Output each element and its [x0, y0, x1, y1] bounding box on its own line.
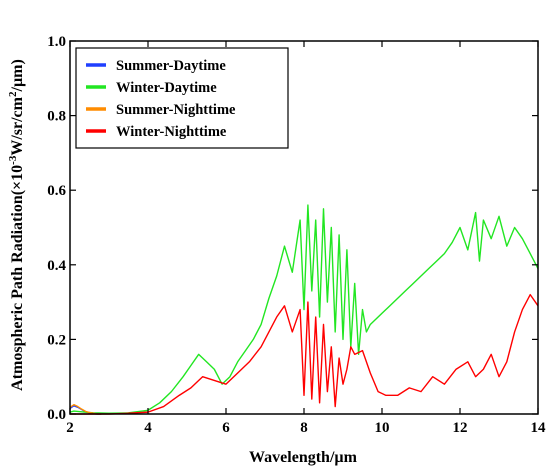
y-tick-label: 1.0 — [47, 34, 66, 50]
y-tick-label: 0.8 — [47, 109, 66, 125]
y-axis-label: Atmospheric Path Radiation(×10-3W/sr/cm2… — [7, 59, 26, 391]
y-axis-label-mid: W/sr/cm — [9, 96, 26, 155]
y-axis-label-sup2: 2 — [7, 91, 19, 97]
y-tick-label: 0.4 — [47, 258, 66, 274]
series-group — [69, 204, 539, 415]
y-axis-label-sup1: -3 — [7, 155, 19, 165]
x-tick-label: 2 — [66, 420, 74, 436]
legend-label-3: Winter-Nighttime — [116, 124, 227, 140]
x-tick-label: 12 — [453, 420, 468, 436]
x-axis-label: Wavelength/µm — [249, 449, 358, 466]
x-tick-label: 14 — [531, 420, 547, 436]
x-tick-label: 10 — [375, 420, 390, 436]
legend: Summer-Daytime Winter-Daytime Summer-Night… — [75, 47, 289, 149]
legend-label-0: Summer-Daytime — [116, 58, 226, 74]
legend-box — [75, 47, 289, 149]
legend-label-2: Summer-Nighttime — [116, 102, 236, 118]
legend-label-1: Winter-Daytime — [116, 80, 217, 96]
x-tick-label: 4 — [144, 420, 152, 436]
y-axis-label-end: /µm) — [9, 59, 26, 92]
y-axis-label-main: Atmospheric Path Radiation(×10 — [9, 165, 26, 391]
x-tick-label: 8 — [300, 420, 308, 436]
series-line-3 — [70, 293, 539, 415]
series-line-1 — [69, 204, 539, 414]
axes-group: 2 4 6 8 10 12 14 0.0 0.2 0.4 0.6 0.8 1.0 — [47, 34, 546, 436]
y-tick-label: 0.6 — [47, 183, 66, 199]
x-tick-label: 6 — [222, 420, 230, 436]
y-tick-label: 0.0 — [47, 407, 66, 423]
y-tick-label: 0.2 — [47, 332, 66, 348]
